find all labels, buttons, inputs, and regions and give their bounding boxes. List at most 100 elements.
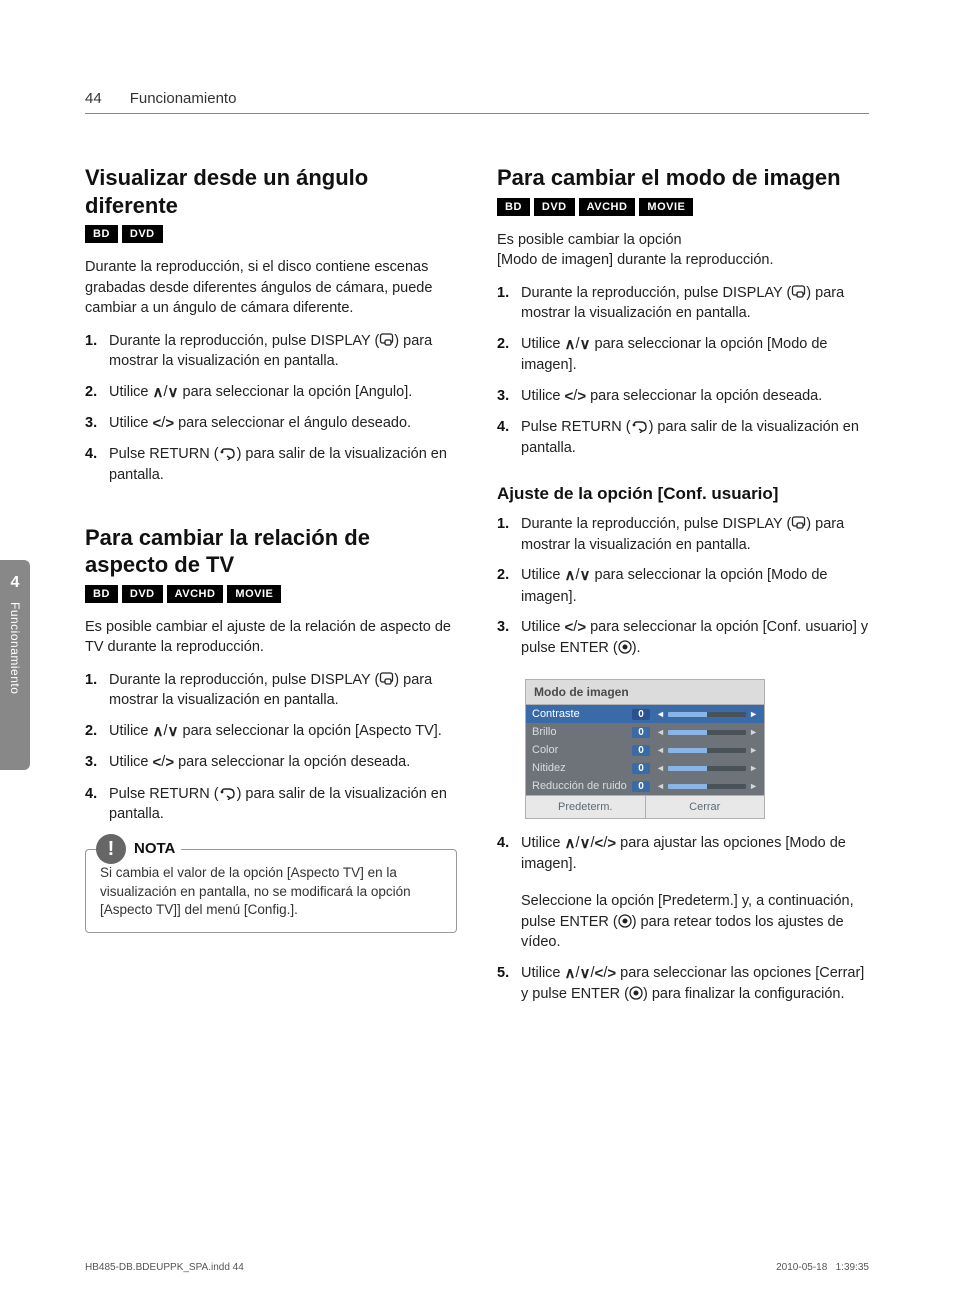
badge-bd: BD bbox=[85, 225, 118, 243]
up-icon: ∧ bbox=[153, 384, 164, 401]
step: Utilice ∧/∨/</> para seleccionar las opc… bbox=[497, 963, 869, 1005]
badge-movie: MOVIE bbox=[227, 585, 281, 603]
slider-bar[interactable] bbox=[668, 766, 746, 771]
panel-row-value: 0 bbox=[632, 709, 650, 720]
display-icon bbox=[791, 515, 806, 530]
note-icon: ! bbox=[96, 834, 126, 864]
down-icon: ∨ bbox=[580, 567, 591, 584]
step: Utilice ∧/∨ para seleccionar la opción [… bbox=[497, 334, 869, 376]
panel-close-button[interactable]: Cerrar bbox=[646, 796, 765, 818]
intro-aspect: Es posible cambiar el ajuste de la relac… bbox=[85, 617, 457, 658]
panel-row-slider[interactable]: ◄► bbox=[656, 745, 758, 755]
slider-bar[interactable] bbox=[668, 748, 746, 753]
badge-movie: MOVIE bbox=[639, 198, 693, 216]
enter-icon bbox=[618, 640, 632, 654]
slider-right-icon[interactable]: ► bbox=[749, 745, 758, 755]
panel-row-slider[interactable]: ◄► bbox=[656, 781, 758, 791]
right-icon: > bbox=[165, 754, 174, 771]
steps-aspect: Durante la reproducción, pulse DISPLAY (… bbox=[85, 670, 457, 825]
slider-left-icon[interactable]: ◄ bbox=[656, 727, 665, 737]
steps-angle: Durante la reproducción, pulse DISPLAY (… bbox=[85, 331, 457, 486]
panel-row-slider[interactable]: ◄► bbox=[656, 709, 758, 719]
panel-row[interactable]: Brillo0◄► bbox=[526, 723, 764, 741]
page-header: 44 Funcionamiento bbox=[85, 90, 869, 114]
step: Utilice </> para seleccionar la opción d… bbox=[85, 752, 457, 773]
step-sub: Seleccione la opción [Predeterm.] y, a c… bbox=[497, 891, 869, 953]
steps-user-conf-cont2: Utilice ∧/∨/</> para seleccionar las opc… bbox=[497, 963, 869, 1005]
intro-angle: Durante la reproducción, si el disco con… bbox=[85, 257, 457, 319]
heading-picture-mode: Para cambiar el modo de imagen bbox=[497, 164, 869, 192]
heading-aspect: Para cambiar la relación de aspecto de T… bbox=[85, 524, 457, 579]
slider-bar[interactable] bbox=[668, 712, 746, 717]
panel-row-label: Brillo bbox=[532, 726, 632, 738]
panel-row-value: 0 bbox=[632, 763, 650, 774]
panel-row[interactable]: Nitidez0◄► bbox=[526, 759, 764, 777]
right-icon: > bbox=[577, 388, 586, 405]
down-icon: ∨ bbox=[580, 336, 591, 353]
return-icon bbox=[219, 447, 237, 460]
step: Durante la reproducción, pulse DISPLAY (… bbox=[85, 670, 457, 711]
slider-bar[interactable] bbox=[668, 730, 746, 735]
display-icon bbox=[379, 332, 394, 347]
slider-bar[interactable] bbox=[668, 784, 746, 789]
badge-avchd: AVCHD bbox=[579, 198, 636, 216]
page-number: 44 bbox=[85, 90, 102, 107]
panel-row[interactable]: Reducción de ruido0◄► bbox=[526, 777, 764, 795]
left-icon: < bbox=[153, 415, 162, 432]
badges-aspect: BD DVD AVCHD MOVIE bbox=[85, 585, 457, 603]
down-icon: ∨ bbox=[168, 384, 179, 401]
left-icon: < bbox=[153, 754, 162, 771]
note-label: NOTA bbox=[134, 838, 175, 859]
steps-user-conf-cont: Utilice ∧/∨/</> para ajustar las opcione… bbox=[497, 833, 869, 875]
panel-row[interactable]: Color0◄► bbox=[526, 741, 764, 759]
footer-datetime: 2010-05-18 1:39:35 bbox=[776, 1262, 869, 1273]
left-icon: < bbox=[565, 388, 574, 405]
note-box: ! NOTA Si cambia el valor de la opción [… bbox=[85, 849, 457, 934]
slider-left-icon[interactable]: ◄ bbox=[656, 709, 665, 719]
up-icon: ∧ bbox=[153, 723, 164, 740]
steps-user-conf: Durante la reproducción, pulse DISPLAY (… bbox=[497, 514, 869, 659]
panel-row[interactable]: Contraste0◄► bbox=[526, 705, 764, 723]
step: Pulse RETURN () para salir de la visuali… bbox=[85, 444, 457, 485]
intro-picture-mode: Es posible cambiar la opción [Modo de im… bbox=[497, 230, 869, 271]
panel-row-slider[interactable]: ◄► bbox=[656, 763, 758, 773]
slider-left-icon[interactable]: ◄ bbox=[656, 763, 665, 773]
badge-dvd: DVD bbox=[122, 225, 163, 243]
left-icon: < bbox=[595, 965, 604, 982]
badges-angle: BD DVD bbox=[85, 225, 457, 243]
step: Utilice ∧/∨ para seleccionar la opción [… bbox=[497, 565, 869, 607]
panel-rows: Contraste0◄►Brillo0◄►Color0◄►Nitidez0◄►R… bbox=[526, 705, 764, 795]
panel-row-label: Contraste bbox=[532, 708, 632, 720]
slider-right-icon[interactable]: ► bbox=[749, 727, 758, 737]
panel-row-value: 0 bbox=[632, 727, 650, 738]
panel-row-label: Reducción de ruido bbox=[532, 780, 632, 792]
badges-picture-mode: BD DVD AVCHD MOVIE bbox=[497, 198, 869, 216]
panel-default-button[interactable]: Predeterm. bbox=[526, 796, 646, 818]
note-text: Si cambia el valor de la opción [Aspecto… bbox=[100, 864, 442, 921]
slider-right-icon[interactable]: ► bbox=[749, 709, 758, 719]
step: Utilice </> para seleccionar la opción [… bbox=[497, 617, 869, 659]
slider-left-icon[interactable]: ◄ bbox=[656, 781, 665, 791]
panel-row-label: Nitidez bbox=[532, 762, 632, 774]
return-icon bbox=[631, 420, 649, 433]
badge-dvd: DVD bbox=[534, 198, 575, 216]
right-icon: > bbox=[577, 619, 586, 636]
slider-right-icon[interactable]: ► bbox=[749, 781, 758, 791]
up-icon: ∧ bbox=[565, 336, 576, 353]
badge-bd: BD bbox=[497, 198, 530, 216]
panel-row-label: Color bbox=[532, 744, 632, 756]
down-icon: ∨ bbox=[580, 965, 591, 982]
up-icon: ∧ bbox=[565, 965, 576, 982]
badge-dvd: DVD bbox=[122, 585, 163, 603]
slider-right-icon[interactable]: ► bbox=[749, 763, 758, 773]
panel-row-value: 0 bbox=[632, 781, 650, 792]
slider-left-icon[interactable]: ◄ bbox=[656, 745, 665, 755]
panel-footer: Predeterm. Cerrar bbox=[526, 795, 764, 818]
panel-row-slider[interactable]: ◄► bbox=[656, 727, 758, 737]
display-icon bbox=[379, 671, 394, 686]
left-icon: < bbox=[595, 835, 604, 852]
panel-title: Modo de imagen bbox=[526, 680, 764, 705]
up-icon: ∧ bbox=[565, 835, 576, 852]
badge-bd: BD bbox=[85, 585, 118, 603]
step: Durante la reproducción, pulse DISPLAY (… bbox=[497, 514, 869, 555]
